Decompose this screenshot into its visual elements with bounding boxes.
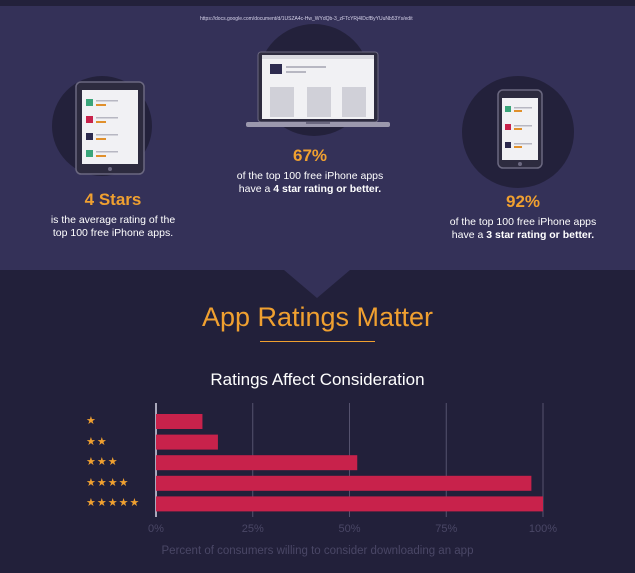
- bar: [156, 455, 358, 471]
- stat-average-rating: 4 Stars is the average rating of the top…: [28, 190, 198, 240]
- stat-line-1: of the top 100 free iPhone apps: [449, 216, 597, 228]
- stat-line-2-prefix: have a: [451, 229, 487, 241]
- laptop-icon: [246, 51, 390, 127]
- panel-pointer: [284, 270, 350, 298]
- stat-line-2: top 100 free iPhone apps.: [52, 227, 174, 239]
- stat-description: is the average rating of the top 100 fre…: [28, 214, 198, 240]
- x-tick-label: 100%: [528, 523, 558, 535]
- stat-line-2-bold: 3 star rating or better.: [486, 229, 595, 241]
- stat-line-1: of the top 100 free iPhone apps: [236, 170, 384, 182]
- star-rating-label: ★★★★: [86, 476, 130, 489]
- bar: [156, 496, 543, 512]
- star-rating-label: ★: [86, 415, 97, 427]
- stat-line-2: have a 4 star rating or better.: [220, 183, 400, 196]
- title-underline: [260, 341, 375, 342]
- stat-four-star-share: 67% of the top 100 free iPhone apps have…: [220, 146, 400, 196]
- stat-three-star-share: 92% of the top 100 free iPhone apps have…: [428, 192, 618, 242]
- top-strip: [0, 0, 635, 6]
- bar: [156, 434, 218, 450]
- phone-icon: [497, 89, 543, 169]
- chart-title: Ratings Affect Consideration: [210, 370, 425, 389]
- stat-line-2-bold: 4 star rating or better.: [273, 183, 382, 195]
- stat-value: 92%: [505, 192, 541, 211]
- stat-line-2: have a 3 star rating or better.: [428, 229, 618, 242]
- stat-value: 4 Stars: [84, 190, 142, 209]
- star-rating-label: ★★: [86, 435, 108, 448]
- bar: [156, 475, 532, 491]
- x-tick-label: 0%: [148, 523, 164, 535]
- document-url: https://docs.google.com/document/d/1USZA…: [200, 16, 413, 22]
- stat-value: 67%: [292, 146, 328, 165]
- tablet-icon: [75, 81, 145, 175]
- x-tick-label: 75%: [435, 523, 458, 535]
- stat-description: of the top 100 free iPhone apps have a 3…: [428, 216, 618, 242]
- stat-line-1: is the average rating of the: [50, 214, 176, 226]
- x-tick-label: 25%: [241, 523, 264, 535]
- bar: [156, 414, 203, 429]
- x-tick-label: 50%: [338, 523, 361, 535]
- star-rating-label: ★★★★★: [86, 497, 141, 510]
- stat-line-2-prefix: have a: [238, 183, 274, 195]
- stat-description: of the top 100 free iPhone apps have a 4…: [220, 170, 400, 196]
- section-title: App Ratings Matter: [201, 302, 434, 332]
- star-rating-label: ★★★: [86, 456, 119, 469]
- x-axis-label: Percent of consumers willing to consider…: [161, 545, 474, 557]
